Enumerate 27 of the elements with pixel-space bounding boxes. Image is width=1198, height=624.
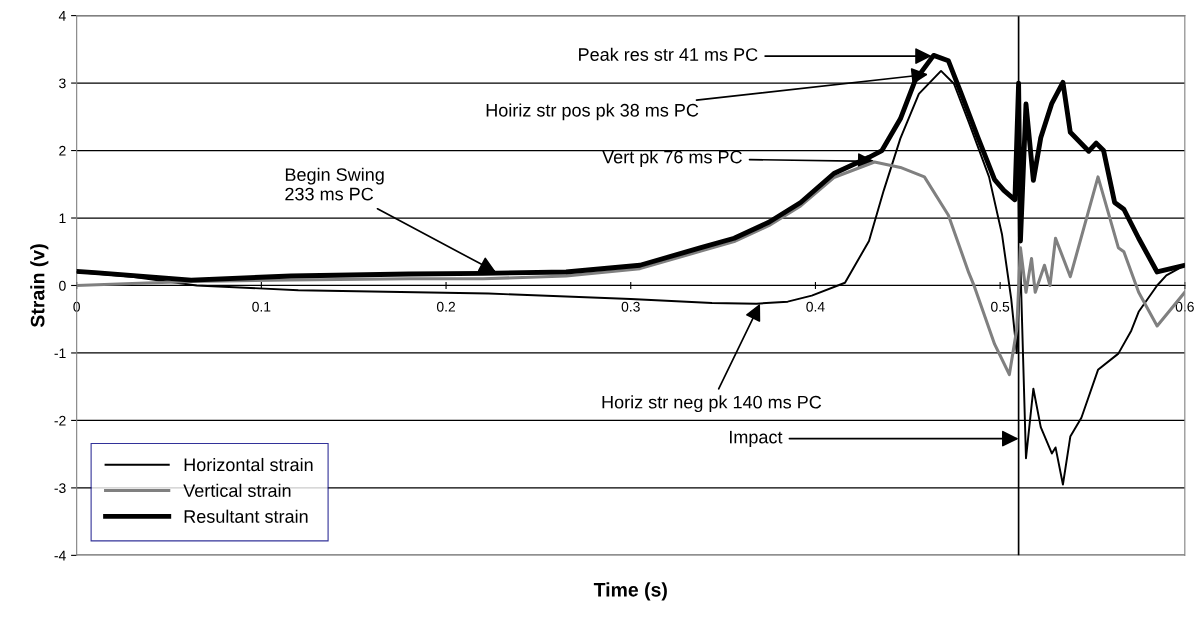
y-tick-label: 3 [59,78,66,89]
y-tick-label: 2 [59,145,66,156]
annotation: Vert pk 76 ms PC [602,150,742,167]
x-tick-label: 0 [73,301,80,312]
y-tick-label: -4 [54,550,66,561]
x-tick-label: 0.2 [436,301,456,312]
y-tick-label: 4 [58,11,66,21]
y-tick-label: -1 [54,348,66,358]
x-tick-label: 0.1 [252,301,271,312]
legend-label: Resultant strain [184,509,308,523]
x-tick-label: 0.5 [991,301,1010,312]
annotation: Peak res str 41 ms PC [579,47,758,61]
y-axis-title: Strain (v) [30,244,49,328]
y-tick-label: 0 [59,280,66,291]
y-tick-label: -3 [54,483,66,494]
annotation: Impact [729,430,783,448]
annotation: Hoiriz str pos pk 38 ms PC [486,103,699,121]
legend-label: Horizontal strain [184,457,313,472]
y-tick-label: 1 [59,213,66,224]
annotation: Horiz str neg pk 140 ms PC [602,395,822,413]
y-tick-label: -2 [54,415,66,426]
x-tick-label: 0.4 [806,301,825,312]
x-axis-title: Time (s) [593,582,667,601]
x-tick-label: 0.3 [621,301,640,312]
annotation: Begin Swing 233 ms PC [285,167,384,201]
legend-label: Vertical strain [183,483,291,498]
x-tick-label: 0.6 [1175,301,1194,312]
